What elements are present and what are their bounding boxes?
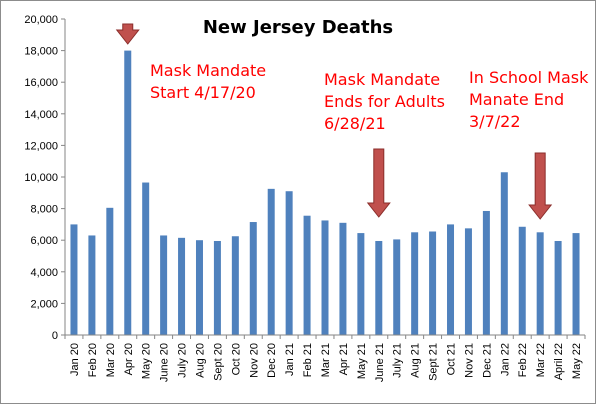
bar [303,215,311,335]
bar [88,235,96,335]
x-axis: Jan 20 Feb 20 Mar 20 Apr 20 May 20 June 20 Jul… [64,334,586,382]
y-tick-label: 8,000 [30,204,58,216]
bar [178,237,186,335]
y-tick-label: 4,000 [30,267,58,279]
x-tick-label: Jan 22 [499,343,511,376]
x-tick-label: April 22 [553,343,565,380]
bar [142,182,150,335]
y-tick-label: 6,000 [30,235,58,247]
x-tick-label: Sept 21 [428,343,440,381]
y-axis: 0 2,000 4,000 6,000 8,000 10,000 12,000 14,000 1… [24,14,66,342]
annotation-text: Start 4/17/20 [150,83,256,102]
x-tick-label: Dec 20 [266,343,278,378]
x-tick-label: Apr 21 [338,343,350,375]
x-tick-label: May 22 [571,343,583,379]
x-tick-label: June 20 [159,343,171,382]
annotation-text: 3/7/22 [469,112,521,131]
down-arrow-icon [528,152,553,220]
x-tick-label: Mar 21 [320,343,332,377]
annotation-text: Mask Mandate [150,61,266,80]
x-tick-label: Feb 22 [517,343,529,377]
bar [70,224,78,335]
bar [160,235,168,335]
x-tick-label: Aug 21 [410,343,422,378]
bar [572,233,580,335]
y-tick-label: 20,000 [24,14,58,26]
x-tick-label: Oct 21 [446,343,458,375]
x-tick-label: Feb 21 [302,343,314,377]
bars [70,50,580,335]
x-tick-label: Nov 21 [463,343,475,378]
bar [339,222,347,335]
bar [249,222,257,335]
x-tick-label: July 20 [177,343,189,378]
x-tick-label: May 21 [356,343,368,379]
x-tick-label: Feb 20 [87,343,99,377]
bar [464,228,472,335]
bar [321,220,329,335]
y-tick-label: 18,000 [24,46,58,58]
y-tick-label: 10,000 [24,172,58,184]
x-tick-label: Sept 20 [212,343,224,381]
y-tick-label: 14,000 [24,109,58,121]
x-tick-label: May 20 [141,343,153,379]
x-tick-label: Jan 21 [284,343,296,376]
annotation-text: 6/28/21 [324,114,386,133]
x-tick-label: June 21 [374,343,386,382]
annotation-text: Manate End [469,90,564,109]
bar [285,191,293,335]
x-tick-label: Dec 21 [481,343,493,378]
x-tick-label: July 21 [392,343,404,378]
y-tick-label: 12,000 [24,140,58,152]
bar [429,231,437,335]
bar [500,172,508,335]
bar [482,210,490,335]
y-tick-label: 16,000 [24,77,58,89]
annotation-text: Ends for Adults [324,92,445,111]
down-arrow-icon [115,23,140,45]
bar [518,226,526,335]
bar [554,240,562,335]
down-arrow-icon [366,148,391,218]
bar [536,232,544,335]
bar [106,207,114,335]
chart-title: New Jersey Deaths [203,17,393,38]
bar [375,240,383,335]
bar [231,236,239,335]
annotation-text: In School Mask [469,68,589,87]
bar [267,188,275,335]
x-tick-label: Oct 20 [230,343,242,375]
bar [357,233,365,335]
x-tick-label: Nov 20 [248,343,260,378]
bar [411,232,419,335]
annotation-text: Mask Mandate [324,70,440,89]
bar [447,224,455,335]
bar [124,50,132,335]
x-tick-label: Aug 20 [194,343,206,378]
y-tick-label: 0 [52,330,58,342]
x-tick-label: Jan 20 [69,343,81,376]
annotations: Mask Mandate Start 4/17/20 Mask Mandate End… [115,23,589,220]
x-tick-label: Mar 22 [535,343,547,377]
bar [195,240,203,335]
bar [213,240,221,335]
x-tick-label: Apr 20 [123,343,135,375]
bar [393,239,401,335]
y-tick-label: 2,000 [30,298,58,310]
x-tick-label: Mar 20 [105,343,117,377]
